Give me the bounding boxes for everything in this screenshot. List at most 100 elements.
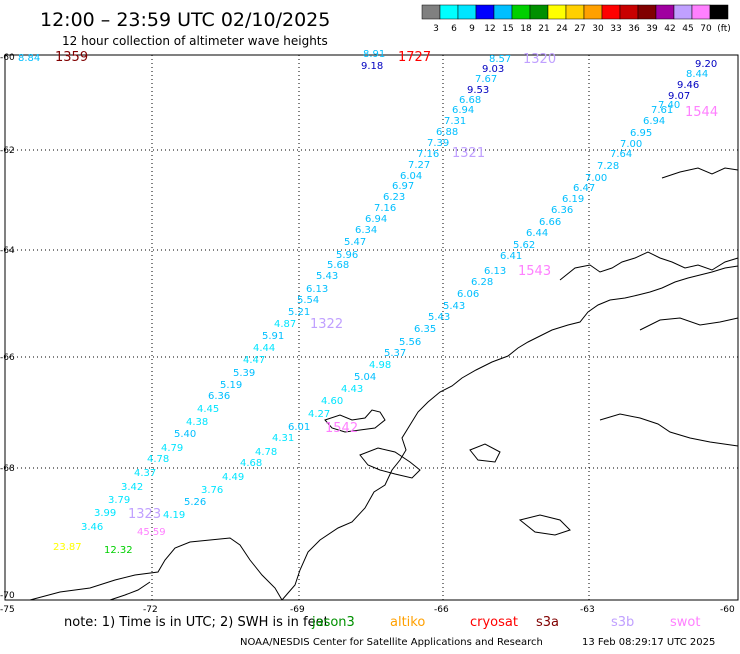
colorbar-label: (ft) [717, 24, 731, 34]
colorbar-swatch [673, 4, 693, 20]
colorbar-swatch [547, 4, 567, 20]
swh-value: 4.98 [369, 360, 391, 371]
swh-value: 5.40 [174, 429, 196, 440]
lat-tick: -64 [0, 246, 15, 256]
coast-ne [639, 317, 739, 331]
satellite-legend-item: swot [670, 615, 700, 630]
colorbar-label: 33 [610, 24, 621, 34]
swh-value: 6.97 [392, 181, 414, 192]
colorbar-label: 42 [664, 24, 675, 34]
swh-value: 6.36 [551, 205, 573, 216]
island-4 [518, 514, 571, 536]
swh-value: 7.00 [620, 139, 642, 150]
swh-value: 7.16 [374, 203, 396, 214]
swh-value: 4.31 [272, 433, 294, 444]
colorbar-label: 21 [538, 24, 549, 34]
colorbar-label: 3 [433, 24, 439, 34]
pass-label: 1323 [128, 507, 161, 522]
swh-value: 5.62 [513, 240, 535, 251]
swh-value: 5.43 [443, 301, 465, 312]
satellite-legend-item: s3b [611, 615, 634, 630]
island-3 [469, 443, 501, 463]
swh-value: 5.56 [399, 337, 421, 348]
swh-value: 5.68 [327, 260, 349, 271]
swh-value: 5.26 [184, 497, 206, 508]
swh-value: 4.43 [341, 384, 363, 395]
swh-value: 6.36 [208, 391, 230, 402]
colorbar-swatch [439, 4, 459, 20]
map-background [5, 55, 738, 600]
swh-value: 6.41 [500, 251, 522, 262]
swh-value: 8.91 [363, 49, 385, 60]
swh-value: 3.79 [108, 495, 130, 506]
track-labels: 1359 1727 1320 1321 1544 1543 1322 1542 1323 [55, 50, 718, 522]
colorbar-label: 6 [451, 24, 457, 34]
swh-value: 6.13 [484, 266, 506, 277]
pass-label: 1320 [523, 52, 556, 67]
swh-value: 5.96 [336, 250, 358, 261]
swh-value: 5.54 [297, 295, 319, 306]
swh-value: 9.07 [668, 91, 690, 102]
colorbar-swatch [709, 4, 729, 20]
satellite-legend-item: altiko [390, 615, 425, 630]
colorbar-swatch [691, 4, 711, 20]
coast-east [599, 413, 739, 447]
swh-value: 4.78 [147, 454, 169, 465]
lat-tick: -66 [0, 353, 15, 363]
swh-value: 45.59 [137, 527, 166, 538]
swh-value: 4.44 [253, 343, 275, 354]
coast-south [29, 537, 283, 601]
swh-value: 6.13 [306, 284, 328, 295]
swh-value: 7.40 [658, 100, 680, 111]
swh-value: 6.06 [457, 289, 479, 300]
island-2 [359, 447, 421, 479]
lat-tick-labels: -60 -62 -64 -66 -68 -70 [0, 53, 15, 601]
swh-value: 5.19 [220, 380, 242, 391]
wave-height-colorbar: 3 6 9 12 15 18 21 24 27 30 33 36 39 42 45 70 (ft) [421, 4, 731, 34]
pass-label: 1543 [518, 264, 551, 279]
swh-value: 6.34 [355, 225, 377, 236]
pass-label: 1321 [452, 146, 485, 161]
satellite-legend: jason3 altiko cryosat s3a s3b swot [311, 615, 700, 630]
footer-note: note: 1) Time is in UTC; 2) SWH is in fe… [64, 615, 329, 630]
coastline [29, 167, 739, 601]
satellite-legend-item: jason3 [311, 615, 355, 630]
colorbar-label: 30 [592, 24, 604, 34]
colorbar-swatch [457, 4, 477, 20]
swh-value: 7.16 [417, 149, 439, 160]
lon-tick: -60 [720, 605, 735, 615]
swh-value: 6.66 [539, 217, 561, 228]
colorbar-label: 9 [469, 24, 475, 34]
colorbar-label: 39 [646, 24, 658, 34]
swh-value: 7.31 [444, 116, 466, 127]
colorbar-swatch [421, 4, 441, 20]
footer: note: 1) Time is in UTC; 2) SWH is in fe… [64, 615, 715, 648]
colorbar-swatch [511, 4, 531, 20]
swh-value: 9.18 [361, 61, 383, 72]
swh-value: 6.19 [562, 194, 584, 205]
colorbar-swatch [655, 4, 675, 20]
colorbar-label: 27 [574, 24, 585, 34]
swh-value: 9.20 [695, 59, 717, 70]
swh-value: 9.46 [677, 80, 699, 91]
footer-credit: NOAA/NESDIS Center for Satellite Applica… [240, 637, 543, 648]
swh-value: 6.94 [452, 105, 474, 116]
swh-value: 6.95 [630, 128, 652, 139]
colorbar-swatch [583, 4, 603, 20]
swh-value: 7.00 [585, 173, 607, 184]
map-subtitle: 12 hour collection of altimeter wave hei… [62, 34, 328, 48]
coast-upper-right [661, 167, 739, 179]
lon-tick-labels: -75 -72 -69 -66 -63 -60 [0, 605, 735, 615]
colorbar-label: 18 [520, 24, 532, 34]
swh-value: 4.60 [321, 396, 343, 407]
swh-value: 4.49 [222, 472, 244, 483]
swh-value: 5.43 [428, 312, 450, 323]
swh-value: 6.44 [526, 228, 548, 239]
wave-height-measurements: 8.84 8.919.188.579.037.679.536.686.947.31… [18, 49, 717, 556]
swh-value: 4.68 [240, 458, 262, 469]
swh-value: 12.32 [104, 545, 133, 556]
pass-label: 1322 [310, 317, 343, 332]
swh-value: 6.28 [471, 277, 493, 288]
swh-value: 8.84 [18, 53, 40, 64]
swh-value: 8.44 [686, 69, 708, 80]
